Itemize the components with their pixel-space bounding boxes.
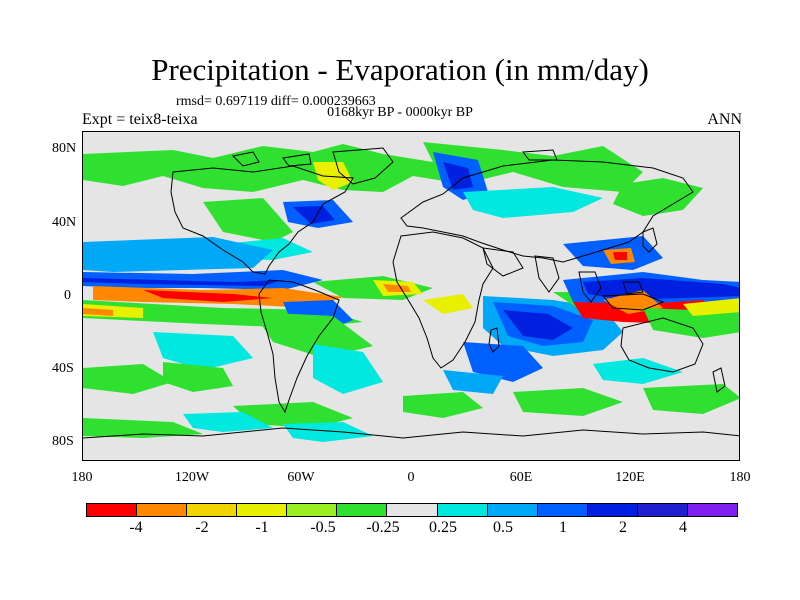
colorbar-label: -2 bbox=[195, 519, 209, 536]
stats-line: rmsd= 0.697119 diff= 0.000239663 bbox=[176, 94, 376, 109]
lon-label-60e: 60E bbox=[509, 470, 533, 485]
colorbar-swatch bbox=[537, 504, 588, 516]
period-label: 0168kyr BP - 0000kyr BP bbox=[327, 105, 473, 120]
coastlines bbox=[83, 147, 739, 439]
colorbar-swatch bbox=[87, 504, 138, 516]
anomaly-shading bbox=[83, 142, 739, 442]
colorbar-label: -0.25 bbox=[366, 519, 400, 536]
experiment-label: Expt = teix8-teixa bbox=[82, 111, 198, 128]
colorbar-swatch bbox=[687, 504, 738, 516]
lon-label-180e: 180 bbox=[729, 470, 751, 485]
colorbar-swatch bbox=[437, 504, 488, 516]
colorbar-swatch bbox=[637, 504, 688, 516]
lon-label-120w: 120W bbox=[174, 470, 210, 485]
colorbar-swatch bbox=[387, 504, 438, 516]
colorbar-label: 2 bbox=[619, 519, 627, 536]
lon-label-60w: 60W bbox=[287, 470, 315, 485]
season-label: ANN bbox=[707, 111, 742, 128]
lat-label-equator: 0 bbox=[64, 288, 71, 303]
lat-label-40s: 40S bbox=[52, 361, 74, 376]
colorbar-label: 1 bbox=[559, 519, 567, 536]
lat-label-40n: 40N bbox=[52, 215, 77, 230]
colorbar-swatch bbox=[137, 504, 188, 516]
map-field bbox=[83, 142, 739, 442]
colorbar-swatch bbox=[187, 504, 238, 516]
lat-label-80s: 80S bbox=[52, 434, 74, 449]
lat-label-80n: 80N bbox=[52, 141, 77, 156]
colorbar-label: 4 bbox=[679, 519, 687, 536]
lon-label-120e: 120E bbox=[615, 470, 645, 485]
lon-label-0: 0 bbox=[407, 470, 415, 485]
colorbar-label: -1 bbox=[255, 519, 269, 536]
colorbar-label: -0.5 bbox=[310, 519, 336, 536]
map-panel bbox=[82, 131, 740, 461]
colorbar-label: -4 bbox=[129, 519, 143, 536]
chart-title: Precipitation - Evaporation (in mm/day) bbox=[151, 52, 649, 87]
colorbar-swatch bbox=[237, 504, 288, 516]
lon-label-180w: 180 bbox=[71, 470, 93, 485]
colorbar-label: 0.25 bbox=[429, 519, 457, 536]
colorbar-swatch bbox=[587, 504, 638, 516]
colorbar-label: 0.5 bbox=[493, 519, 513, 536]
colorbar-swatch bbox=[337, 504, 388, 516]
colorbar-swatch bbox=[287, 504, 338, 516]
colorbar-swatch bbox=[487, 504, 538, 516]
colorbar bbox=[86, 503, 738, 517]
